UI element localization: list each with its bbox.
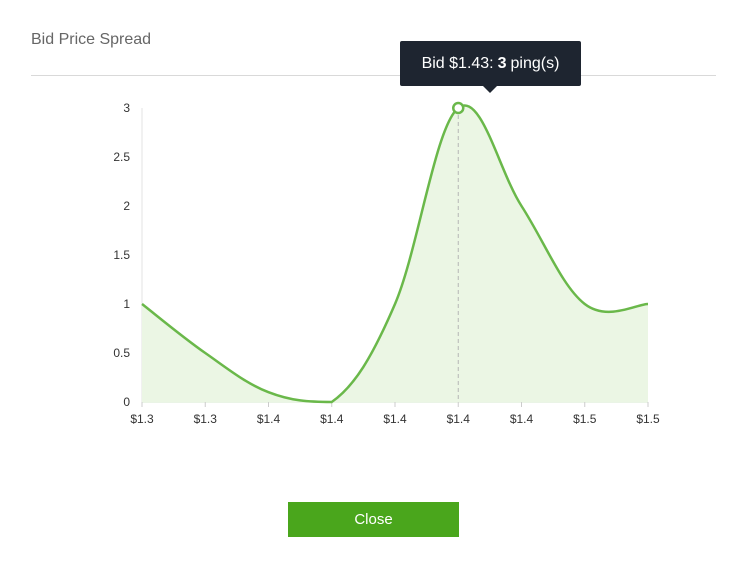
y-tick-label: 0 — [123, 395, 130, 409]
series-line — [141, 104, 649, 404]
x-tick-label: $1.5 — [636, 412, 660, 426]
modal-title: Bid Price Spread — [31, 31, 152, 48]
x-tick-label: $1.3 — [130, 412, 154, 426]
x-tick-label: $1.4 — [257, 412, 281, 426]
y-tick-label: 3 — [123, 101, 130, 115]
tooltip-suffix: ping(s) — [510, 54, 560, 72]
y-tick-label: 0.5 — [113, 346, 130, 360]
x-tick-label: $1.4 — [447, 412, 471, 426]
y-tick-label: 2.5 — [113, 150, 130, 164]
highlighted-point[interactable] — [452, 101, 465, 115]
y-tick-label: 1 — [123, 297, 130, 311]
x-tick-label: $1.5 — [573, 412, 597, 426]
x-tick-label: $1.3 — [194, 412, 218, 426]
tooltip-price: $1.43: — [449, 54, 494, 72]
y-tick-label: 1.5 — [113, 248, 130, 262]
x-tick-label: $1.4 — [510, 412, 534, 426]
x-tick-label: $1.4 — [383, 412, 407, 426]
tooltip: Bid $1.43: 3 ping(s) — [400, 41, 581, 93]
y-axis: 0 0.5 1 1.5 2 2.5 3 — [113, 101, 143, 409]
x-tick-label: $1.4 — [320, 412, 344, 426]
area-fill — [142, 105, 648, 403]
tooltip-prefix: Bid — [421, 54, 445, 72]
close-button[interactable]: Close — [288, 502, 459, 537]
x-axis: $1.3 $1.3 $1.4 $1.4 $1.4 $1.4 $1.4 $1.5 $1.5 — [130, 401, 660, 426]
title-divider — [31, 75, 716, 76]
y-tick-label: 2 — [123, 199, 130, 213]
tooltip-count: 3 — [497, 54, 507, 72]
